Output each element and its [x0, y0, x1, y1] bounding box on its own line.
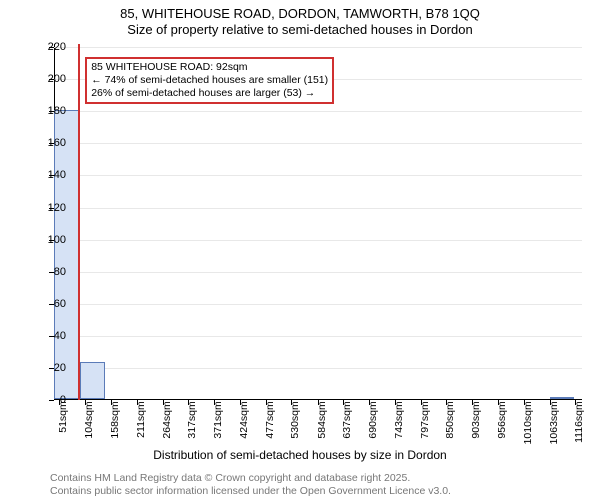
- footer-line-2: Contains public sector information licen…: [50, 485, 451, 497]
- x-tick-label: 690sqm: [368, 401, 379, 438]
- y-tick-label: 100: [36, 234, 66, 246]
- callout-line-1: 85 WHITEHOUSE ROAD: 92sqm: [91, 61, 328, 74]
- gridline-h: [54, 111, 582, 112]
- x-tick-label: 158sqm: [110, 401, 121, 438]
- reference-line: [78, 44, 80, 400]
- callout-box: 85 WHITEHOUSE ROAD: 92sqm← 74% of semi-d…: [85, 57, 334, 104]
- y-tick-label: 220: [36, 41, 66, 53]
- y-tick-label: 180: [36, 105, 66, 117]
- x-tick-label: 371sqm: [213, 401, 224, 438]
- footer-attribution: Contains HM Land Registry data © Crown c…: [50, 472, 592, 498]
- y-tick-label: 20: [36, 362, 66, 374]
- gridline-h: [54, 208, 582, 209]
- histogram-bar: [54, 110, 79, 399]
- x-tick-label: 850sqm: [445, 401, 456, 438]
- x-tick-label: 637sqm: [342, 401, 353, 438]
- title-line-1: 85, WHITEHOUSE ROAD, DORDON, TAMWORTH, B…: [120, 6, 480, 21]
- title-line-2: Size of property relative to semi-detach…: [127, 22, 472, 37]
- x-tick-label: 264sqm: [161, 401, 172, 438]
- x-tick-label: 1116sqm: [574, 401, 585, 443]
- x-tick-label: 530sqm: [290, 401, 301, 438]
- y-tick-label: 200: [36, 73, 66, 85]
- y-tick-label: 40: [36, 330, 66, 342]
- x-tick-label: 211sqm: [136, 401, 147, 438]
- callout-line-3: 26% of semi-detached houses are larger (…: [91, 87, 328, 100]
- chart-container: 85, WHITEHOUSE ROAD, DORDON, TAMWORTH, B…: [0, 0, 600, 500]
- gridline-h: [54, 143, 582, 144]
- x-axis-label: Distribution of semi-detached houses by …: [0, 448, 600, 462]
- x-tick-label: 903sqm: [471, 401, 482, 438]
- histogram-bar: [550, 397, 575, 399]
- gridline-h: [54, 368, 582, 369]
- x-tick-label: 584sqm: [316, 401, 327, 438]
- y-tick-label: 160: [36, 137, 66, 149]
- x-tick-label: 477sqm: [264, 401, 275, 438]
- footer-line-1: Contains HM Land Registry data © Crown c…: [50, 472, 410, 484]
- gridline-h: [54, 175, 582, 176]
- x-tick-label: 743sqm: [393, 401, 404, 438]
- callout-line-2: ← 74% of semi-detached houses are smalle…: [91, 74, 328, 87]
- y-tick-label: 60: [36, 298, 66, 310]
- gridline-h: [54, 304, 582, 305]
- y-tick-label: 140: [36, 169, 66, 181]
- gridline-h: [54, 240, 582, 241]
- x-tick-label: 317sqm: [187, 401, 198, 438]
- y-tick-label: 80: [36, 266, 66, 278]
- x-tick-label: 104sqm: [84, 401, 95, 438]
- x-tick-label: 424sqm: [239, 401, 250, 438]
- x-tick-label: 956sqm: [496, 401, 507, 438]
- x-tick-label: 797sqm: [419, 401, 430, 438]
- y-tick-label: 0: [36, 394, 66, 406]
- histogram-bar: [80, 362, 105, 399]
- plot-area: 51sqm104sqm158sqm211sqm264sqm317sqm371sq…: [54, 44, 582, 400]
- x-tick-label: 1063sqm: [548, 401, 559, 444]
- gridline-h: [54, 336, 582, 337]
- gridline-h: [54, 272, 582, 273]
- gridline-h: [54, 47, 582, 48]
- y-tick-label: 120: [36, 202, 66, 214]
- x-tick-label: 1010sqm: [523, 401, 534, 444]
- chart-title: 85, WHITEHOUSE ROAD, DORDON, TAMWORTH, B…: [0, 0, 600, 39]
